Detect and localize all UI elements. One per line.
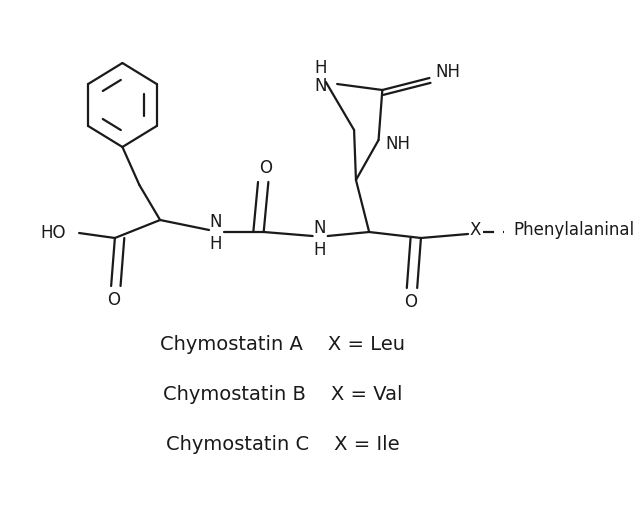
Text: O: O xyxy=(404,293,417,311)
Text: HO: HO xyxy=(40,224,66,242)
Text: NH: NH xyxy=(385,135,410,153)
Text: N: N xyxy=(314,77,326,95)
Text: O: O xyxy=(259,159,272,177)
Text: X: X xyxy=(470,221,481,239)
Text: H: H xyxy=(314,59,326,77)
Text: NH: NH xyxy=(436,63,461,81)
Text: Chymostatin C    X = Ile: Chymostatin C X = Ile xyxy=(166,435,399,455)
Text: N: N xyxy=(209,213,222,231)
Text: Chymostatin A    X = Leu: Chymostatin A X = Leu xyxy=(160,336,405,354)
Text: Phenylalaninal: Phenylalaninal xyxy=(514,221,635,239)
Text: H: H xyxy=(313,241,326,259)
Text: N: N xyxy=(313,219,326,237)
Text: Chymostatin B    X = Val: Chymostatin B X = Val xyxy=(163,386,403,405)
Text: O: O xyxy=(108,291,120,309)
Text: H: H xyxy=(209,235,222,253)
